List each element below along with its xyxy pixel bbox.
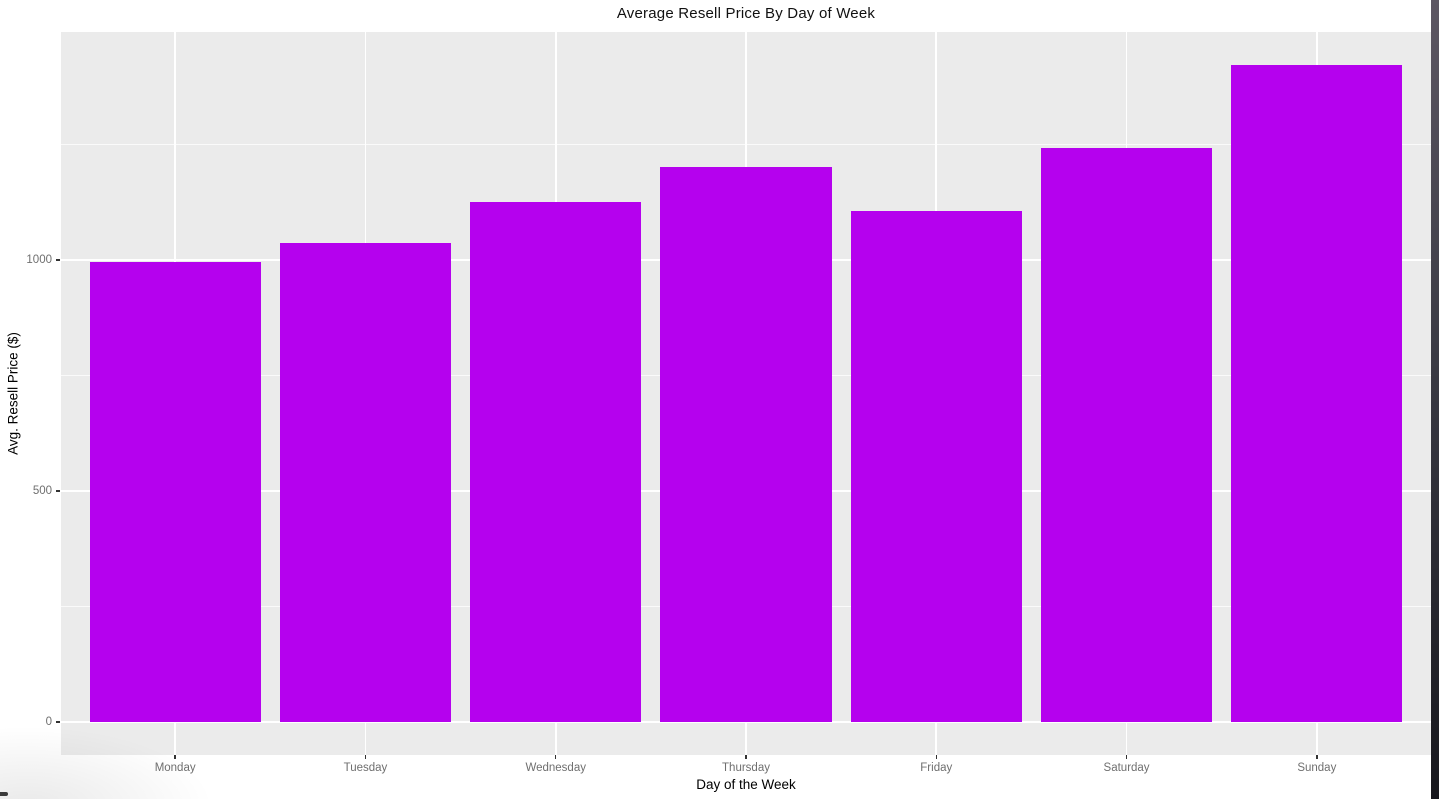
x-tick-label-thursday: Thursday [722, 762, 770, 774]
x-axis-title: Day of the Week [696, 777, 796, 792]
bar-tuesday [279, 242, 452, 723]
x-tick-mark-thursday [745, 755, 747, 759]
cursor-artifact [0, 792, 8, 796]
x-tick-label-monday: Monday [154, 762, 196, 774]
bar-monday [89, 262, 261, 723]
x-tick-label-sunday: Sunday [1297, 762, 1337, 774]
x-tick-label-tuesday: Tuesday [343, 762, 388, 774]
y-tick-mark-1000 [56, 259, 60, 261]
y-axis-title: Avg. Resell Price ($) [5, 332, 21, 455]
bar-wednesday [470, 202, 642, 723]
chart-title: Average Resell Price By Day of Week [616, 5, 876, 22]
x-tick-mark-saturday [1125, 755, 1128, 759]
y-tick-label-500: 500 [32, 485, 52, 498]
y-tick-mark-500 [56, 490, 60, 492]
plot-panel [61, 32, 1431, 755]
bar-sunday [1231, 64, 1403, 723]
bar-friday [850, 210, 1022, 723]
x-tick-label-saturday: Saturday [1103, 762, 1150, 774]
x-tick-mark-monday [174, 755, 176, 759]
desktop-edge-strip [1431, 0, 1439, 799]
y-tick-label-0: 0 [45, 716, 52, 729]
x-tick-mark-wednesday [554, 755, 557, 759]
bar-thursday [660, 166, 832, 723]
x-tick-mark-sunday [1316, 755, 1318, 759]
x-tick-mark-friday [935, 755, 938, 759]
y-tick-mark-0 [56, 721, 60, 723]
x-tick-mark-tuesday [364, 755, 367, 759]
x-tick-label-friday: Friday [920, 762, 953, 774]
x-tick-label-wednesday: Wednesday [525, 762, 586, 774]
y-tick-label-1000: 1000 [26, 253, 52, 266]
bar-saturday [1040, 147, 1213, 723]
